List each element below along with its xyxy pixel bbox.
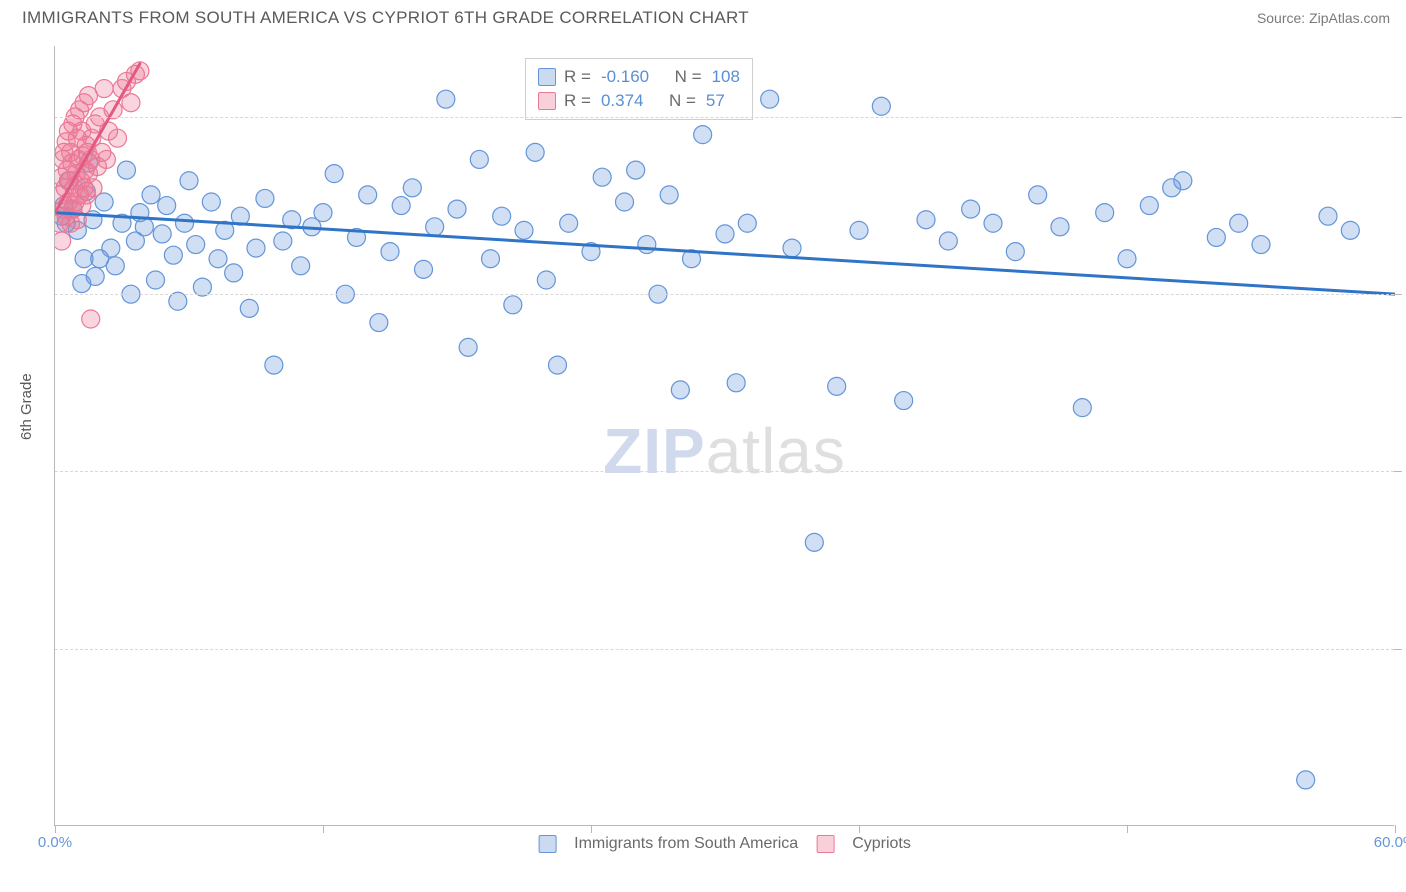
chart-source: Source: ZipAtlas.com [1257, 10, 1390, 26]
swatch-blue-icon [538, 68, 556, 86]
chart-svg [55, 46, 1395, 826]
legend-stats-row-blue: R = -0.160 N = 108 [538, 65, 740, 89]
n-label-2: N = [669, 89, 696, 113]
swatch-pink-icon [538, 92, 556, 110]
chart-title: IMMIGRANTS FROM SOUTH AMERICA VS CYPRIOT… [22, 8, 749, 28]
legend-stats-box: R = -0.160 N = 108 R = 0.374 N = 57 [525, 58, 753, 120]
legend-swatch-pink-icon [816, 835, 834, 853]
legend-label-blue: Immigrants from South America [574, 835, 798, 853]
chart-plot-area: ZIPatlas R = -0.160 N = 108 R = 0.374 N … [54, 46, 1394, 826]
x-tick-label: 0.0% [38, 834, 72, 851]
n-value-pink: 57 [706, 89, 725, 113]
n-label: N = [675, 65, 702, 89]
r-value-blue: -0.160 [601, 65, 649, 89]
legend-swatch-blue-icon [538, 835, 556, 853]
r-label-2: R = [564, 89, 591, 113]
r-value-pink: 0.374 [601, 89, 644, 113]
legend-bottom: Immigrants from South America Cypriots [538, 835, 911, 853]
legend-stats-row-pink: R = 0.374 N = 57 [538, 89, 740, 113]
chart-header: IMMIGRANTS FROM SOUTH AMERICA VS CYPRIOT… [0, 0, 1406, 36]
n-value-blue: 108 [712, 65, 740, 89]
r-label: R = [564, 65, 591, 89]
legend-label-pink: Cypriots [852, 835, 911, 853]
y-axis-label: 6th Grade [18, 373, 35, 440]
x-tick-label: 60.0% [1374, 834, 1406, 851]
